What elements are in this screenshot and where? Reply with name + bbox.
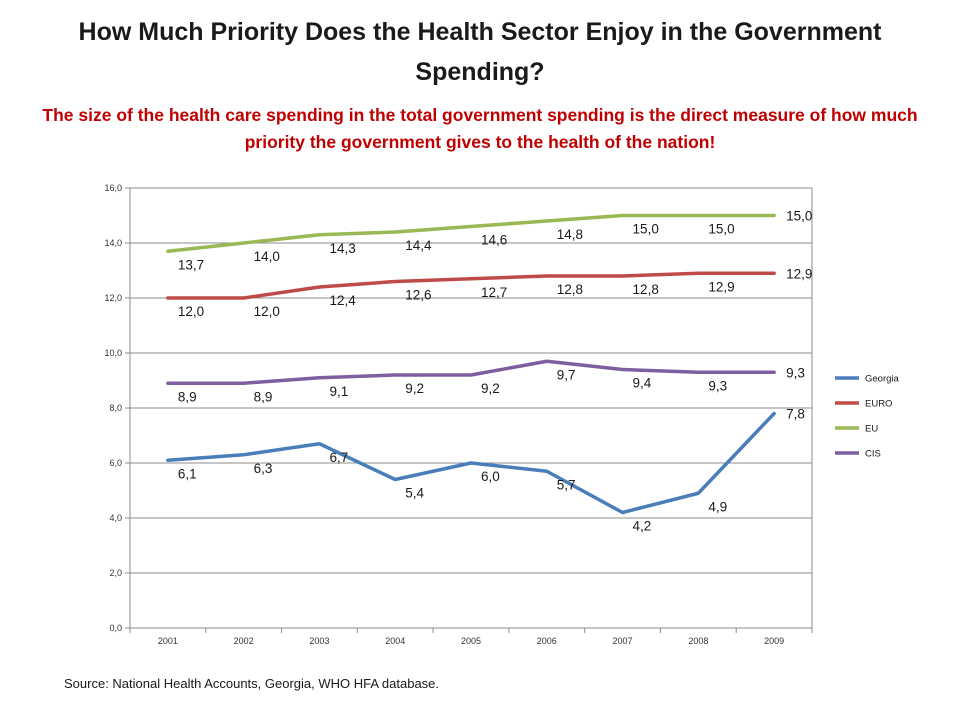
chart-subtitle: The size of the health care spending in …	[42, 105, 918, 152]
data-label: 14,6	[481, 233, 507, 248]
data-label: 13,7	[178, 257, 204, 272]
data-label: 6,1	[178, 466, 197, 481]
data-label: 15,0	[633, 222, 659, 237]
axes: 0,0 2,0 4,0 6,0 8,0 10,0 12,0 14,0 16,0 2001 2002 2…	[104, 183, 813, 646]
data-label: 12,7	[481, 285, 507, 300]
x-tick-label: 2004	[385, 636, 405, 646]
data-label: 12,6	[405, 288, 431, 303]
data-label: 12,0	[254, 304, 280, 319]
legend: Georgia EURO EU CIS	[835, 374, 900, 460]
data-label: 14,8	[557, 227, 583, 242]
data-label: 4,2	[633, 519, 652, 534]
y-tick-label: 12,0	[104, 293, 122, 303]
series-line-euro	[166, 271, 776, 300]
y-tick-label: 6,0	[109, 458, 122, 468]
data-label: 14,4	[405, 238, 432, 253]
y-tick-label: 0,0	[109, 623, 122, 633]
y-tick-label: 16,0	[104, 183, 122, 193]
data-labels: 6,1 6,3 6,7 5,4 6,0 5,7 4,2 4,9 7,8 12,0 12,0 12,4 1…	[178, 209, 813, 534]
data-label: 14,3	[329, 241, 355, 256]
data-label: 12,8	[557, 282, 583, 297]
data-label: 14,0	[254, 249, 280, 264]
data-label: 7,8	[786, 407, 805, 422]
data-label: 9,2	[481, 381, 500, 396]
series-line-cis	[166, 359, 776, 385]
series-line-georgia	[166, 411, 776, 515]
x-tick-label: 2001	[158, 636, 178, 646]
data-label: 5,7	[557, 477, 576, 492]
x-tick-label: 2002	[234, 636, 254, 646]
data-label: 12,8	[633, 282, 659, 297]
y-tick-label: 14,0	[104, 238, 122, 248]
data-label: 15,0	[708, 222, 734, 237]
y-tick-label: 4,0	[109, 513, 122, 523]
grid-lines	[130, 187, 812, 629]
legend-label-eu: EU	[865, 424, 878, 435]
x-tick-label: 2007	[613, 636, 633, 646]
data-label: 12,4	[329, 293, 356, 308]
data-label: 6,3	[254, 461, 273, 476]
data-label: 4,9	[708, 499, 727, 514]
data-label: 6,7	[329, 450, 348, 465]
data-label: 9,7	[557, 367, 576, 382]
legend-label-euro: EURO	[865, 399, 892, 410]
chart-title: How Much Priority Does the Health Sector…	[78, 18, 882, 86]
x-tick-label: 2008	[688, 636, 708, 646]
data-label: 9,3	[786, 365, 805, 380]
y-tick-label: 10,0	[104, 348, 122, 358]
y-tick-label: 2,0	[109, 568, 122, 578]
source-note: Source: National Health Accounts, Georgi…	[64, 676, 440, 691]
data-label: 6,0	[481, 469, 500, 484]
x-tick-label: 2009	[764, 636, 784, 646]
series-lines	[166, 213, 776, 515]
series-line-eu	[166, 213, 776, 253]
data-label: 12,9	[786, 266, 812, 281]
data-label: 9,1	[329, 384, 348, 399]
data-label: 9,4	[633, 376, 652, 391]
data-label: 12,0	[178, 304, 204, 319]
legend-label-georgia: Georgia	[865, 374, 900, 385]
data-label: 9,3	[708, 378, 727, 393]
x-tick-label: 2006	[537, 636, 557, 646]
data-label: 5,4	[405, 486, 424, 501]
data-label: 9,2	[405, 381, 424, 396]
data-label: 8,9	[254, 389, 273, 404]
x-tick-label: 2005	[461, 636, 481, 646]
legend-label-cis: CIS	[865, 449, 881, 460]
data-label: 15,0	[786, 209, 812, 224]
data-label: 12,9	[708, 279, 734, 294]
x-tick-label: 2003	[309, 636, 329, 646]
data-label: 8,9	[178, 389, 197, 404]
y-tick-label: 8,0	[109, 403, 122, 413]
